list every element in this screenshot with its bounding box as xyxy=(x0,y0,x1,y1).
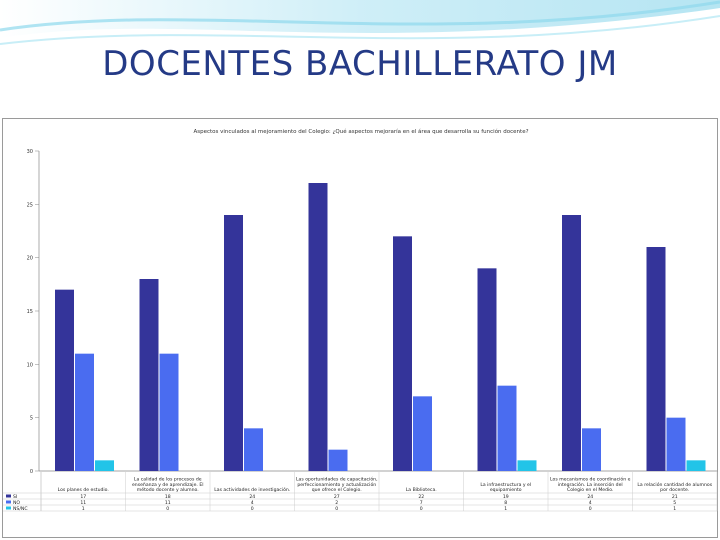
legend-swatch xyxy=(6,506,11,510)
legend-swatch xyxy=(6,500,11,504)
bar xyxy=(477,268,497,471)
data-table-value: 7 xyxy=(420,500,423,506)
data-table-value: 0 xyxy=(589,506,592,512)
data-table-value: 5 xyxy=(673,500,676,506)
bar xyxy=(328,449,348,471)
wave-decoration xyxy=(0,0,720,45)
y-tick-label: 5 xyxy=(30,416,33,422)
data-table-value: 4 xyxy=(589,500,592,506)
bar xyxy=(159,353,179,471)
y-tick-label: 25 xyxy=(27,202,33,208)
y-tick-label: 10 xyxy=(27,362,33,368)
bar xyxy=(497,385,517,471)
bar xyxy=(55,289,74,471)
data-table-value: 21 xyxy=(672,494,678,500)
data-table-value: 24 xyxy=(249,494,255,500)
legend-label: SI xyxy=(13,494,17,500)
x-category-label: Las oportunidades de capacitación, perfec… xyxy=(296,476,378,493)
bar xyxy=(308,183,328,471)
data-table-value: 0 xyxy=(335,506,338,512)
legend-swatch xyxy=(6,494,11,498)
x-category-label: La infraestructura y el equipamiento xyxy=(480,482,531,493)
bar xyxy=(244,428,263,471)
y-tick-label: 15 xyxy=(27,309,33,315)
data-table-value: 18 xyxy=(165,494,171,500)
x-category-label: La Biblioteca. xyxy=(406,487,437,493)
data-table-value: 11 xyxy=(165,500,171,506)
legend-label: NO xyxy=(13,500,20,506)
data-table-value: 1 xyxy=(82,506,85,512)
legend-label: NS/NC xyxy=(13,506,28,512)
y-tick-label: 0 xyxy=(30,469,33,475)
bar xyxy=(393,236,412,471)
x-category-label: Los planes de estudio. xyxy=(58,487,109,493)
bar xyxy=(686,460,706,471)
chart-frame: Aspectos vinculados al mejoramiento del … xyxy=(2,118,718,538)
bar-chart: Aspectos vinculados al mejoramiento del … xyxy=(3,128,718,512)
data-table-value: 4 xyxy=(251,500,254,506)
x-category-label: La relación cantidad de alumnos por docen… xyxy=(637,481,712,493)
data-table-value: 0 xyxy=(166,506,169,512)
bar xyxy=(224,215,243,471)
slide-title: DOCENTES BACHILLERATO JM xyxy=(102,44,618,84)
bar xyxy=(646,247,666,471)
data-table-value: 1 xyxy=(504,506,507,512)
x-category-label: Las actividades de investigación. xyxy=(214,486,290,493)
x-category-label: La calidad de los procesos de enseñanza y… xyxy=(132,477,204,493)
bar xyxy=(666,417,686,471)
y-tick-label: 20 xyxy=(27,256,33,262)
data-table-value: 2 xyxy=(335,500,338,506)
data-table-value: 19 xyxy=(503,494,509,500)
bar xyxy=(582,428,601,471)
bar xyxy=(517,460,537,471)
data-table-value: 22 xyxy=(418,494,424,500)
bar xyxy=(75,353,94,471)
data-table-value: 11 xyxy=(80,500,86,506)
header-banner xyxy=(0,0,720,120)
data-table-value: 1 xyxy=(673,506,676,512)
data-table-value: 8 xyxy=(504,500,507,506)
data-table-value: 17 xyxy=(80,494,86,500)
bar xyxy=(95,460,114,471)
bar xyxy=(139,279,159,471)
bar xyxy=(562,215,581,471)
data-table-value: 0 xyxy=(251,506,254,512)
data-table-value: 24 xyxy=(587,494,593,500)
data-table-value: 27 xyxy=(334,494,340,500)
data-table-value: 0 xyxy=(420,506,423,512)
chart-title: Aspectos vinculados al mejoramiento del … xyxy=(193,128,528,135)
x-category-label: Los mecanismos de coordinación e integrac… xyxy=(550,476,631,493)
bar xyxy=(413,396,432,471)
y-tick-label: 30 xyxy=(27,149,33,155)
